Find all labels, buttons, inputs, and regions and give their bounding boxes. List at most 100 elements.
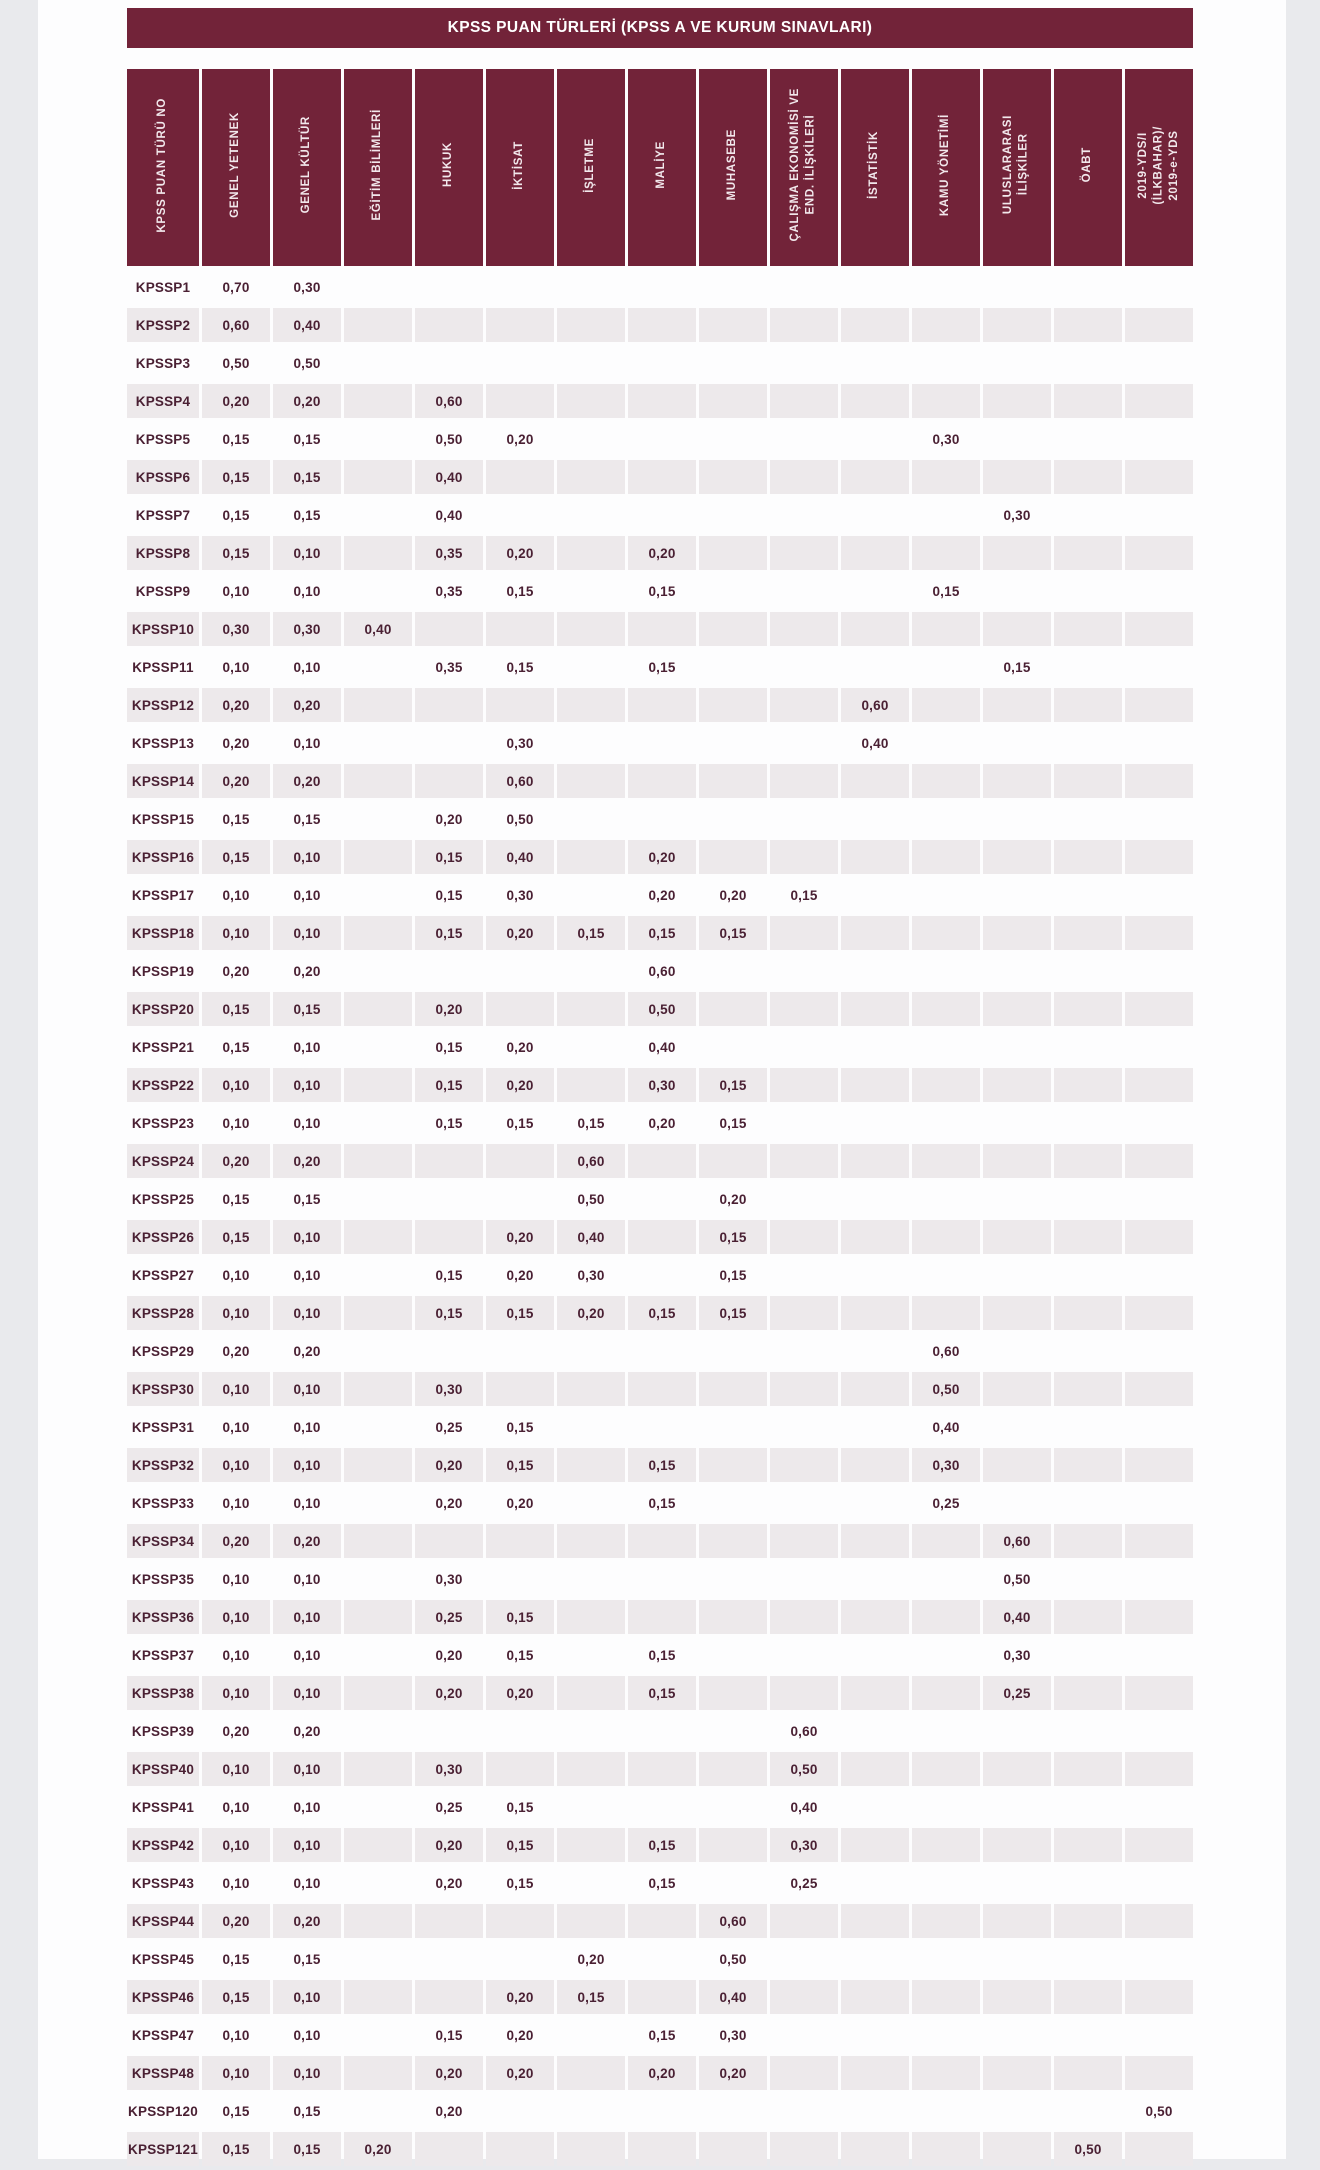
row-label: KPSSP35 <box>131 1571 195 1587</box>
empty-cell <box>344 1752 412 1786</box>
table-body: KPSSP1 0,70 0,30 KPSSP2 0,60 0,40 KPSSP3 0,50 0,… <box>127 270 1193 2166</box>
weight-cell: 0,15 <box>202 1220 270 1254</box>
weight-cell: 0,60 <box>415 384 483 418</box>
empty-cell <box>770 688 838 722</box>
weight-cell: 0,10 <box>273 2056 341 2090</box>
column-header-label: İKTİSAT <box>513 140 526 190</box>
weight-cell: 0,15 <box>648 1495 676 1511</box>
weight-cell: 0,15 <box>628 1676 696 1710</box>
empty-cell <box>983 1144 1051 1178</box>
weight-cell: 0,40 <box>790 1799 818 1815</box>
weight-cell: 0,15 <box>506 659 534 675</box>
column-header-label: GENEL YETENEK <box>229 112 242 218</box>
weight-cell: 0,20 <box>557 1296 625 1330</box>
empty-cell <box>770 1638 838 1672</box>
empty-cell <box>912 612 980 646</box>
empty-cell <box>912 1676 980 1710</box>
row-label: KPSSP26 <box>127 1220 199 1254</box>
row-label: KPSSP33 <box>131 1495 195 1511</box>
empty-cell <box>1125 1030 1193 1064</box>
table-row: KPSSP29 0,20 0,20 0,60 <box>127 1334 1193 1368</box>
empty-cell <box>486 1562 554 1596</box>
empty-cell <box>344 1410 412 1444</box>
empty-cell <box>1054 422 1122 456</box>
empty-cell <box>344 2056 412 2090</box>
empty-cell <box>557 726 625 760</box>
table-row: KPSSP12 0,20 0,20 0,60 <box>127 688 1193 722</box>
weight-cell: 0,10 <box>202 1676 270 1710</box>
empty-cell <box>983 1904 1051 1938</box>
empty-cell <box>628 1410 696 1444</box>
empty-cell <box>344 2094 412 2128</box>
weight-cell: 0,15 <box>273 2132 341 2166</box>
weight-cell: 0,40 <box>557 1220 625 1254</box>
empty-cell <box>841 840 909 874</box>
empty-cell <box>983 1182 1051 1216</box>
empty-cell <box>344 916 412 950</box>
row-label: KPSSP15 <box>131 811 195 827</box>
empty-cell <box>1125 308 1193 342</box>
empty-cell <box>699 308 767 342</box>
empty-cell <box>770 574 838 608</box>
empty-cell <box>912 536 980 570</box>
empty-cell <box>628 1258 696 1292</box>
empty-cell <box>699 346 767 380</box>
empty-cell <box>841 1752 909 1786</box>
row-label: KPSSP12 <box>127 688 199 722</box>
empty-cell <box>557 992 625 1026</box>
empty-cell <box>912 2018 980 2052</box>
weight-cell: 0,15 <box>435 887 463 903</box>
empty-cell <box>1125 460 1193 494</box>
weight-cell: 0,10 <box>273 1828 341 1862</box>
empty-cell <box>344 992 412 1026</box>
weight-cell: 0,10 <box>293 1495 321 1511</box>
empty-cell <box>1125 1980 1193 2014</box>
empty-cell <box>344 1334 412 1368</box>
empty-cell <box>1054 574 1122 608</box>
weight-cell: 0,10 <box>293 1875 321 1891</box>
empty-cell <box>983 346 1051 380</box>
empty-cell <box>486 1334 554 1368</box>
empty-cell <box>344 460 412 494</box>
empty-cell <box>912 498 980 532</box>
empty-cell <box>344 346 412 380</box>
table-row: KPSSP45 0,15 0,15 0,20 0,50 <box>127 1942 1193 1976</box>
weight-cell: 0,15 <box>628 1296 696 1330</box>
empty-cell <box>557 1866 625 1900</box>
empty-cell <box>699 726 767 760</box>
empty-cell <box>1054 1334 1122 1368</box>
empty-cell <box>1125 1942 1193 1976</box>
weight-cell: 0,25 <box>983 1676 1051 1710</box>
weight-cell: 0,10 <box>273 1752 341 1786</box>
empty-cell <box>699 1448 767 1482</box>
empty-cell <box>983 916 1051 950</box>
empty-cell <box>1125 574 1193 608</box>
weight-cell: 0,20 <box>415 2056 483 2090</box>
empty-cell <box>699 764 767 798</box>
weight-cell: 0,40 <box>861 735 889 751</box>
empty-cell <box>1054 1068 1122 1102</box>
weight-cell: 0,50 <box>719 1951 747 1967</box>
row-label: KPSSP8 <box>127 536 199 570</box>
empty-cell <box>912 992 980 1026</box>
weight-cell: 0,20 <box>273 764 341 798</box>
empty-cell <box>344 726 412 760</box>
empty-cell <box>628 726 696 760</box>
empty-cell <box>557 1448 625 1482</box>
empty-cell <box>344 270 412 304</box>
empty-cell <box>983 460 1051 494</box>
empty-cell <box>557 308 625 342</box>
empty-cell <box>1054 878 1122 912</box>
table-row: KPSSP18 0,10 0,10 0,15 0,20 0,15 0,15 0,15 <box>127 916 1193 950</box>
weight-cell: 0,20 <box>506 431 534 447</box>
empty-cell <box>1054 1258 1122 1292</box>
weight-cell: 0,20 <box>506 1267 534 1283</box>
weight-cell: 0,15 <box>222 2103 250 2119</box>
empty-cell <box>344 1828 412 1862</box>
table-row: KPSSP22 0,10 0,10 0,15 0,20 0,30 0,15 <box>127 1068 1193 1102</box>
empty-cell <box>912 1258 980 1292</box>
table-row: KPSSP9 0,10 0,10 0,35 0,15 0,15 0,15 <box>127 574 1193 608</box>
empty-cell <box>983 1980 1051 2014</box>
empty-cell <box>699 1600 767 1634</box>
row-label: KPSSP121 <box>127 2132 199 2166</box>
